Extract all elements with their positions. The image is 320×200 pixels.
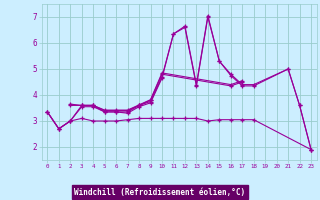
Text: Windchill (Refroidissement éolien,°C): Windchill (Refroidissement éolien,°C) [75, 188, 245, 196]
